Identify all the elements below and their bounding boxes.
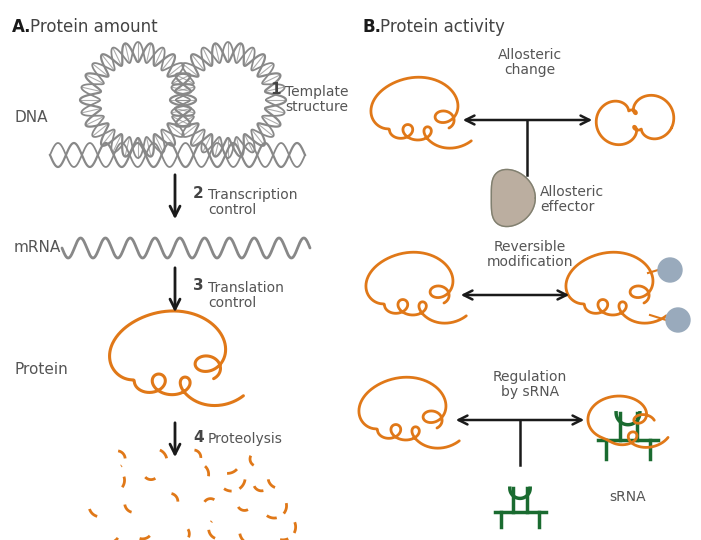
Text: Protein amount: Protein amount xyxy=(30,18,158,36)
Text: mRNA: mRNA xyxy=(14,240,61,255)
Circle shape xyxy=(666,308,690,332)
Text: control: control xyxy=(208,203,257,217)
Text: B.: B. xyxy=(362,18,381,36)
Text: modification: modification xyxy=(486,255,573,269)
Text: Protein activity: Protein activity xyxy=(380,18,505,36)
Text: Allosteric: Allosteric xyxy=(540,185,604,199)
Text: change: change xyxy=(505,63,556,77)
Text: Proteolysis: Proteolysis xyxy=(208,432,283,446)
Text: control: control xyxy=(208,296,257,310)
Text: DNA: DNA xyxy=(14,111,48,125)
Text: structure: structure xyxy=(285,100,348,114)
Text: sRNA: sRNA xyxy=(610,490,646,504)
Polygon shape xyxy=(491,170,536,227)
Text: by sRNA: by sRNA xyxy=(501,385,559,399)
Text: A.: A. xyxy=(12,18,32,36)
Text: effector: effector xyxy=(540,200,594,214)
Text: Template: Template xyxy=(285,85,348,99)
Text: Regulation: Regulation xyxy=(493,370,567,384)
Text: Protein: Protein xyxy=(14,362,68,377)
Text: 2: 2 xyxy=(193,186,204,200)
Text: Translation: Translation xyxy=(208,281,284,295)
Circle shape xyxy=(658,258,682,282)
Polygon shape xyxy=(505,182,510,192)
Text: 3: 3 xyxy=(193,279,203,294)
Text: Allosteric: Allosteric xyxy=(498,48,562,62)
Text: 4: 4 xyxy=(193,429,203,444)
Text: 1: 1 xyxy=(270,83,280,98)
Text: Reversible: Reversible xyxy=(494,240,566,254)
Text: Transcription: Transcription xyxy=(208,188,297,202)
